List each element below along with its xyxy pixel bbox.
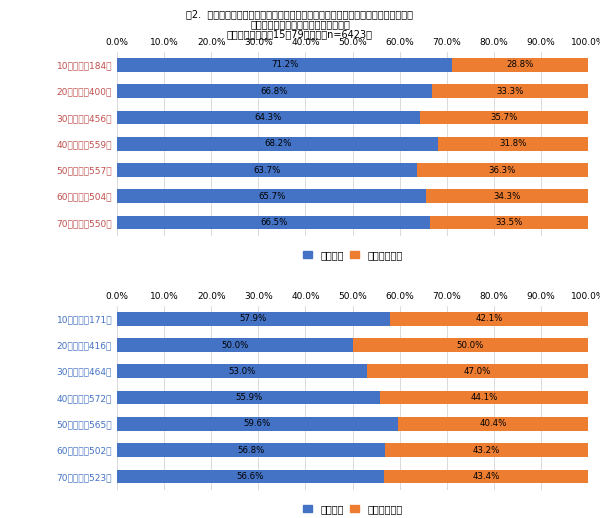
Text: 66.8%: 66.8%	[260, 87, 288, 96]
Bar	[117, 163, 417, 177]
Text: ［調査対象：全国15～79歳男女・n=6423］: ［調査対象：全国15～79歳男女・n=6423］	[227, 30, 373, 39]
Bar	[383, 469, 588, 483]
Text: 65.7%: 65.7%	[258, 192, 286, 201]
Text: 63.7%: 63.7%	[253, 166, 281, 175]
Text: 図2.  性年代別：公衆空間において「場所や状況を気にせず写真や動画を撑影する」: 図2. 性年代別：公衆空間において「場所や状況を気にせず写真や動画を撑影する」	[187, 9, 413, 19]
Bar	[353, 338, 588, 352]
Bar	[117, 190, 427, 203]
Bar	[117, 312, 390, 326]
Text: 43.2%: 43.2%	[473, 445, 500, 455]
Text: 66.5%: 66.5%	[260, 218, 287, 227]
Legend: 気になる, 気にならない: 気になる, 気にならない	[299, 246, 406, 264]
Text: 50.0%: 50.0%	[457, 340, 484, 350]
Bar	[438, 137, 588, 151]
Bar	[117, 137, 438, 151]
Text: 他人の行為に対して気になるかどうか: 他人の行為に対して気になるかどうか	[250, 19, 350, 29]
Text: 59.6%: 59.6%	[244, 420, 271, 428]
Text: 55.9%: 55.9%	[235, 393, 262, 402]
Text: 57.9%: 57.9%	[240, 314, 267, 323]
Text: 43.4%: 43.4%	[472, 472, 499, 481]
Bar	[117, 215, 430, 229]
Text: 28.8%: 28.8%	[506, 61, 534, 69]
Text: 56.6%: 56.6%	[236, 472, 264, 481]
Bar	[117, 417, 398, 430]
Text: 34.3%: 34.3%	[494, 192, 521, 201]
Bar	[398, 417, 588, 430]
Text: 33.5%: 33.5%	[496, 218, 523, 227]
Text: 31.8%: 31.8%	[499, 139, 527, 148]
Bar	[427, 190, 588, 203]
Bar	[117, 58, 452, 72]
Bar	[117, 391, 380, 405]
Text: 50.0%: 50.0%	[221, 340, 248, 350]
Bar	[452, 58, 588, 72]
Text: 44.1%: 44.1%	[470, 393, 498, 402]
Bar	[385, 443, 588, 457]
Bar	[117, 84, 431, 98]
Bar	[117, 443, 385, 457]
Text: 35.7%: 35.7%	[490, 113, 518, 122]
Bar	[367, 365, 588, 378]
Bar	[380, 391, 588, 405]
Bar	[420, 111, 588, 124]
Bar	[390, 312, 588, 326]
Bar	[430, 215, 588, 229]
Text: 33.3%: 33.3%	[496, 87, 524, 96]
Bar	[117, 111, 420, 124]
Text: 53.0%: 53.0%	[228, 367, 256, 376]
Text: 71.2%: 71.2%	[271, 61, 298, 69]
Text: 68.2%: 68.2%	[264, 139, 291, 148]
Text: 40.4%: 40.4%	[479, 420, 506, 428]
Bar	[117, 365, 367, 378]
Text: 42.1%: 42.1%	[475, 314, 503, 323]
Bar	[117, 338, 353, 352]
Legend: 気になる, 気にならない: 気になる, 気にならない	[299, 500, 406, 518]
Bar	[431, 84, 589, 98]
Text: 56.8%: 56.8%	[237, 445, 265, 455]
Bar	[417, 163, 588, 177]
Text: 47.0%: 47.0%	[464, 367, 491, 376]
Text: 36.3%: 36.3%	[489, 166, 516, 175]
Bar	[117, 469, 383, 483]
Text: 64.3%: 64.3%	[255, 113, 282, 122]
